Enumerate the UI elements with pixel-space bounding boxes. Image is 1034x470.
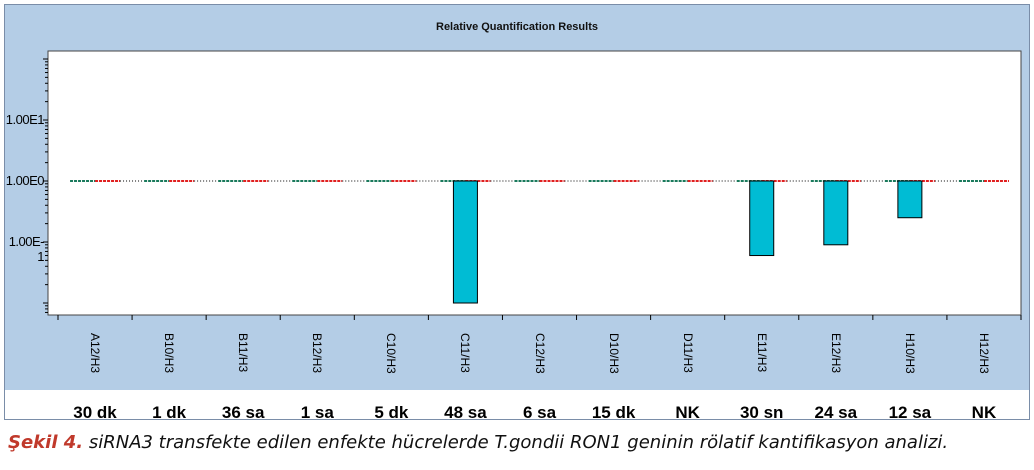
- category-label-text: B12/H3: [310, 333, 325, 374]
- bar-E12-H3: [823, 180, 849, 246]
- time-label: 12 sa: [888, 403, 932, 422]
- time-label: 1 sa: [300, 403, 334, 422]
- bar-C11-H3: [452, 180, 478, 304]
- category-label-text: C12/H3: [532, 333, 547, 374]
- bar-H10-H3: [897, 180, 923, 219]
- chart-panel: Relative Quantification Results 1.00E1 1.…: [5, 5, 1029, 390]
- time-label: 30 dk: [73, 403, 117, 422]
- plot-area: [43, 50, 1022, 320]
- category-label: C10/H3: [381, 333, 401, 393]
- time-label: 48 sa: [444, 403, 487, 422]
- time-label: 15 dk: [591, 403, 636, 422]
- category-label-text: E11/H3: [754, 333, 769, 373]
- category-label-text: E12/H3: [828, 333, 843, 374]
- time-label: 24 sa: [814, 403, 858, 422]
- category-label-text: C10/H3: [384, 333, 399, 374]
- chart-title: Relative Quantification Results: [436, 21, 598, 33]
- time-label: 5 dk: [374, 403, 409, 422]
- caption-text: siRNA3 transfekte edilen enfekte hücrele…: [83, 432, 949, 453]
- time-label: 36 sa: [221, 403, 265, 422]
- category-label-text: C11/H3: [458, 333, 473, 373]
- category-label: H12/H3: [974, 333, 994, 393]
- category-label-text: D11/H3: [680, 333, 695, 373]
- time-label: NK: [675, 403, 700, 422]
- time-label: 6 sa: [522, 403, 557, 422]
- caption-label: Şekil 4.: [8, 432, 84, 453]
- category-label: B11/H3: [233, 333, 253, 393]
- bar-E11-H3: [749, 180, 775, 257]
- category-label: E12/H3: [826, 333, 846, 393]
- time-label: 30 sn: [739, 403, 784, 422]
- y-tick-label: 1.00E-1: [8, 234, 45, 264]
- time-label: NK: [971, 403, 997, 422]
- category-label-text: H10/H3: [902, 333, 917, 374]
- category-label: B12/H3: [307, 333, 327, 393]
- time-label: 1 dk: [152, 403, 187, 422]
- chart-frame: Relative Quantification Results 1.00E1 1.…: [4, 4, 1030, 422]
- category-label: A12/H3: [85, 333, 105, 393]
- category-label-text: D10/H3: [606, 333, 621, 374]
- category-label: D11/H3: [678, 333, 698, 393]
- category-label-text: B10/H3: [162, 333, 177, 374]
- y-tick-label: 1.00E1: [5, 112, 45, 127]
- figure-caption: Şekil 4. siRNA3 transfekte edilen enfekt…: [8, 432, 948, 453]
- category-label: C12/H3: [530, 333, 550, 393]
- category-label: D10/H3: [604, 333, 624, 393]
- category-label-text: H12/H3: [976, 333, 991, 374]
- category-label: C11/H3: [455, 333, 475, 393]
- category-label-text: B11/H3: [236, 333, 251, 373]
- plot-background: [47, 50, 1022, 316]
- category-label: H10/H3: [900, 333, 920, 393]
- y-tick-label: 1.00E0: [5, 173, 45, 188]
- category-label: B10/H3: [159, 333, 179, 393]
- category-label: E11/H3: [752, 333, 772, 393]
- category-label-text: A12/H3: [88, 333, 103, 374]
